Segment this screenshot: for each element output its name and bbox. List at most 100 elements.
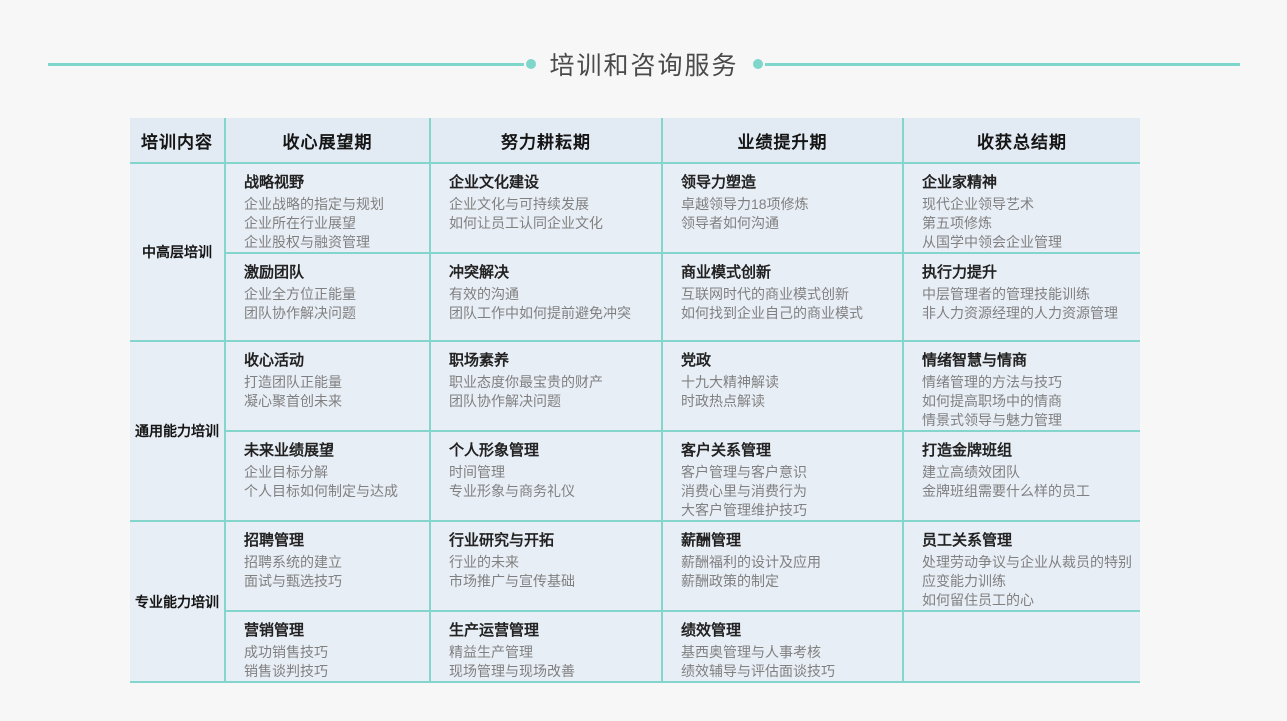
title-divider-line-right [764, 62, 1241, 66]
course-item: 个人目标如何制定与达成 [244, 483, 398, 499]
course-title: 冲突解决 [449, 264, 510, 281]
training-table: 培训内容 收心展望期 努力耕耘期 业绩提升期 收获总结期 中高层培训 战略视野 … [129, 117, 1141, 682]
course-item: 消费心里与消费行为 [681, 483, 807, 499]
table-row: 营销管理 成功销售技巧 销售谈判技巧 生产运营管理 精益生产管理 现场管理与现场… [130, 610, 1141, 682]
course-item: 打造团队正能量 [244, 374, 342, 390]
course-item: 行业的未来 [449, 554, 519, 570]
course-item: 绩效辅导与评估面谈技巧 [681, 663, 835, 679]
course-cell: 战略视野 企业战略的指定与规划 企业所在行业展望 企业股权与融资管理 [224, 162, 431, 254]
course-cell: 个人形象管理 时间管理 专业形象与商务礼仪 [429, 430, 663, 522]
header-phase-1: 收心展望期 [224, 117, 431, 164]
course-item: 现代企业领导艺术 [922, 196, 1034, 212]
course-item: 职业态度你最宝贵的财产 [449, 374, 603, 390]
course-item: 第五项修炼 [922, 215, 992, 231]
course-item: 如何留住员工的心 [922, 592, 1034, 608]
course-title: 激励团队 [244, 264, 305, 281]
course-cell: 打造金牌班组 建立高绩效团队 金牌班组需要什么样的员工 [902, 430, 1141, 522]
course-item: 如何提高职场中的情商 [922, 393, 1062, 409]
course-item: 企业股权与融资管理 [244, 234, 370, 250]
course-item: 大客户管理维护技巧 [681, 502, 807, 518]
course-item: 现场管理与现场改善 [449, 663, 575, 679]
course-item: 企业所在行业展望 [244, 215, 356, 231]
course-cell: 商业模式创新 互联网时代的商业模式创新 如何找到企业自己的商业模式 [661, 252, 904, 342]
course-item: 团队协作解决问题 [244, 305, 356, 321]
title-divider-line-left [48, 62, 524, 66]
course-cell: 客户关系管理 客户管理与客户意识 消费心里与消费行为 大客户管理维护技巧 [661, 430, 904, 522]
course-title: 党政 [681, 352, 712, 369]
course-cell: 行业研究与开拓 行业的未来 市场推广与宣传基础 [429, 520, 663, 612]
course-item: 市场推广与宣传基础 [449, 573, 575, 589]
course-cell: 执行力提升 中层管理者的管理技能训练 非人力资源经理的人力资源管理 [902, 252, 1141, 342]
course-item: 薪酬政策的制定 [681, 573, 779, 589]
course-cell: 企业文化建设 企业文化与可持续发展 如何让员工认同企业文化 [429, 162, 663, 254]
course-cell: 收心活动 打造团队正能量 凝心聚首创未来 [224, 340, 431, 432]
course-title: 领导力塑造 [681, 174, 757, 191]
course-item: 薪酬福利的设计及应用 [681, 554, 821, 570]
course-item: 建立高绩效团队 [922, 464, 1020, 480]
header-training-content: 培训内容 [129, 117, 226, 164]
course-item: 非人力资源经理的人力资源管理 [922, 305, 1118, 321]
table-row: 通用能力培训 收心活动 打造团队正能量 凝心聚首创未来 职场素养 职业态度你最宝… [129, 340, 1141, 522]
course-cell: 情绪智慧与情商 情绪管理的方法与技巧 如何提高职场中的情商 情景式领导与魅力管理 [902, 340, 1141, 432]
course-item: 情绪管理的方法与技巧 [922, 374, 1062, 390]
course-item: 企业文化与可持续发展 [449, 196, 589, 212]
course-title: 绩效管理 [681, 622, 742, 639]
course-item: 专业形象与商务礼仪 [449, 483, 575, 499]
course-title: 未来业绩展望 [244, 442, 335, 459]
course-item: 卓越领导力18项修炼 [681, 196, 809, 212]
course-title: 职场素养 [449, 352, 510, 369]
course-cell: 营销管理 成功销售技巧 销售谈判技巧 [224, 610, 431, 682]
course-item: 时政热点解读 [681, 393, 765, 409]
course-item: 处理劳动争议与企业从裁员的特别应变能力训练 [922, 554, 1132, 589]
course-item: 中层管理者的管理技能训练 [922, 286, 1090, 302]
course-item: 有效的沟通 [449, 286, 519, 302]
slide-title-bar: 培训和咨询服务 [48, 48, 1241, 80]
table-row: 中高层培训 战略视野 企业战略的指定与规划 企业所在行业展望 企业股权与融资管理… [129, 162, 1141, 342]
course-item: 领导者如何沟通 [681, 215, 779, 231]
course-title: 个人形象管理 [449, 442, 540, 459]
table-row: 未来业绩展望 企业目标分解 个人目标如何制定与达成 个人形象管理 时间管理 专业… [130, 430, 1141, 522]
course-cell: 领导力塑造 卓越领导力18项修炼 领导者如何沟通 [661, 162, 904, 254]
course-title: 生产运营管理 [449, 622, 540, 639]
course-title: 企业家精神 [922, 174, 998, 191]
group-label-professional: 专业能力培训 [129, 520, 226, 682]
course-item: 面试与甄选技巧 [244, 573, 342, 589]
course-cell: 招聘管理 招聘系统的建立 面试与甄选技巧 [224, 520, 431, 612]
header-phase-3: 业绩提升期 [661, 117, 904, 164]
course-title: 行业研究与开拓 [449, 532, 555, 549]
course-cell: 党政 十九大精神解读 时政热点解读 [661, 340, 904, 432]
header-phase-2: 努力耕耘期 [429, 117, 663, 164]
training-table-container: 培训内容 收心展望期 努力耕耘期 业绩提升期 收获总结期 中高层培训 战略视野 … [129, 117, 1141, 683]
course-item: 团队工作中如何提前避免冲突 [449, 305, 631, 321]
course-item: 金牌班组需要什么样的员工 [922, 483, 1090, 499]
course-title: 员工关系管理 [922, 532, 1013, 549]
course-cell: 员工关系管理 处理劳动争议与企业从裁员的特别应变能力训练 如何留住员工的心 [902, 520, 1141, 612]
course-title: 商业模式创新 [681, 264, 772, 281]
course-item: 十九大精神解读 [681, 374, 779, 390]
page-title: 培训和咨询服务 [549, 52, 739, 80]
table-header-row: 培训内容 收心展望期 努力耕耘期 业绩提升期 收获总结期 [129, 117, 1141, 164]
course-item: 基西奥管理与人事考核 [681, 644, 821, 660]
course-cell: 职场素养 职业态度你最宝贵的财产 团队协作解决问题 [429, 340, 663, 432]
course-title: 战略视野 [244, 174, 305, 191]
course-cell: 生产运营管理 精益生产管理 现场管理与现场改善 [429, 610, 663, 682]
course-item: 精益生产管理 [449, 644, 533, 660]
course-item: 企业目标分解 [244, 464, 328, 480]
course-title: 情绪智慧与情商 [922, 352, 1028, 369]
table-row: 专业能力培训 招聘管理 招聘系统的建立 面试与甄选技巧 行业研究与开拓 行业的未… [129, 520, 1141, 682]
course-title: 薪酬管理 [681, 532, 742, 549]
course-title: 营销管理 [244, 622, 305, 639]
title-dot-right-icon [752, 59, 763, 69]
course-cell: 未来业绩展望 企业目标分解 个人目标如何制定与达成 [224, 430, 431, 522]
course-item: 团队协作解决问题 [449, 393, 561, 409]
table-row: 激励团队 企业全方位正能量 团队协作解决问题 冲突解决 有效的沟通 团队工作中如… [130, 252, 1141, 342]
group-label-general: 通用能力培训 [129, 340, 226, 522]
course-title: 招聘管理 [244, 532, 305, 549]
course-item: 企业战略的指定与规划 [244, 196, 384, 212]
course-cell-empty [902, 610, 1141, 682]
course-title: 收心活动 [244, 352, 305, 369]
course-item: 从国学中领会企业管理 [922, 234, 1062, 250]
title-dot-left-icon [525, 59, 536, 69]
course-cell: 绩效管理 基西奥管理与人事考核 绩效辅导与评估面谈技巧 [661, 610, 904, 682]
course-cell: 薪酬管理 薪酬福利的设计及应用 薪酬政策的制定 [661, 520, 904, 612]
